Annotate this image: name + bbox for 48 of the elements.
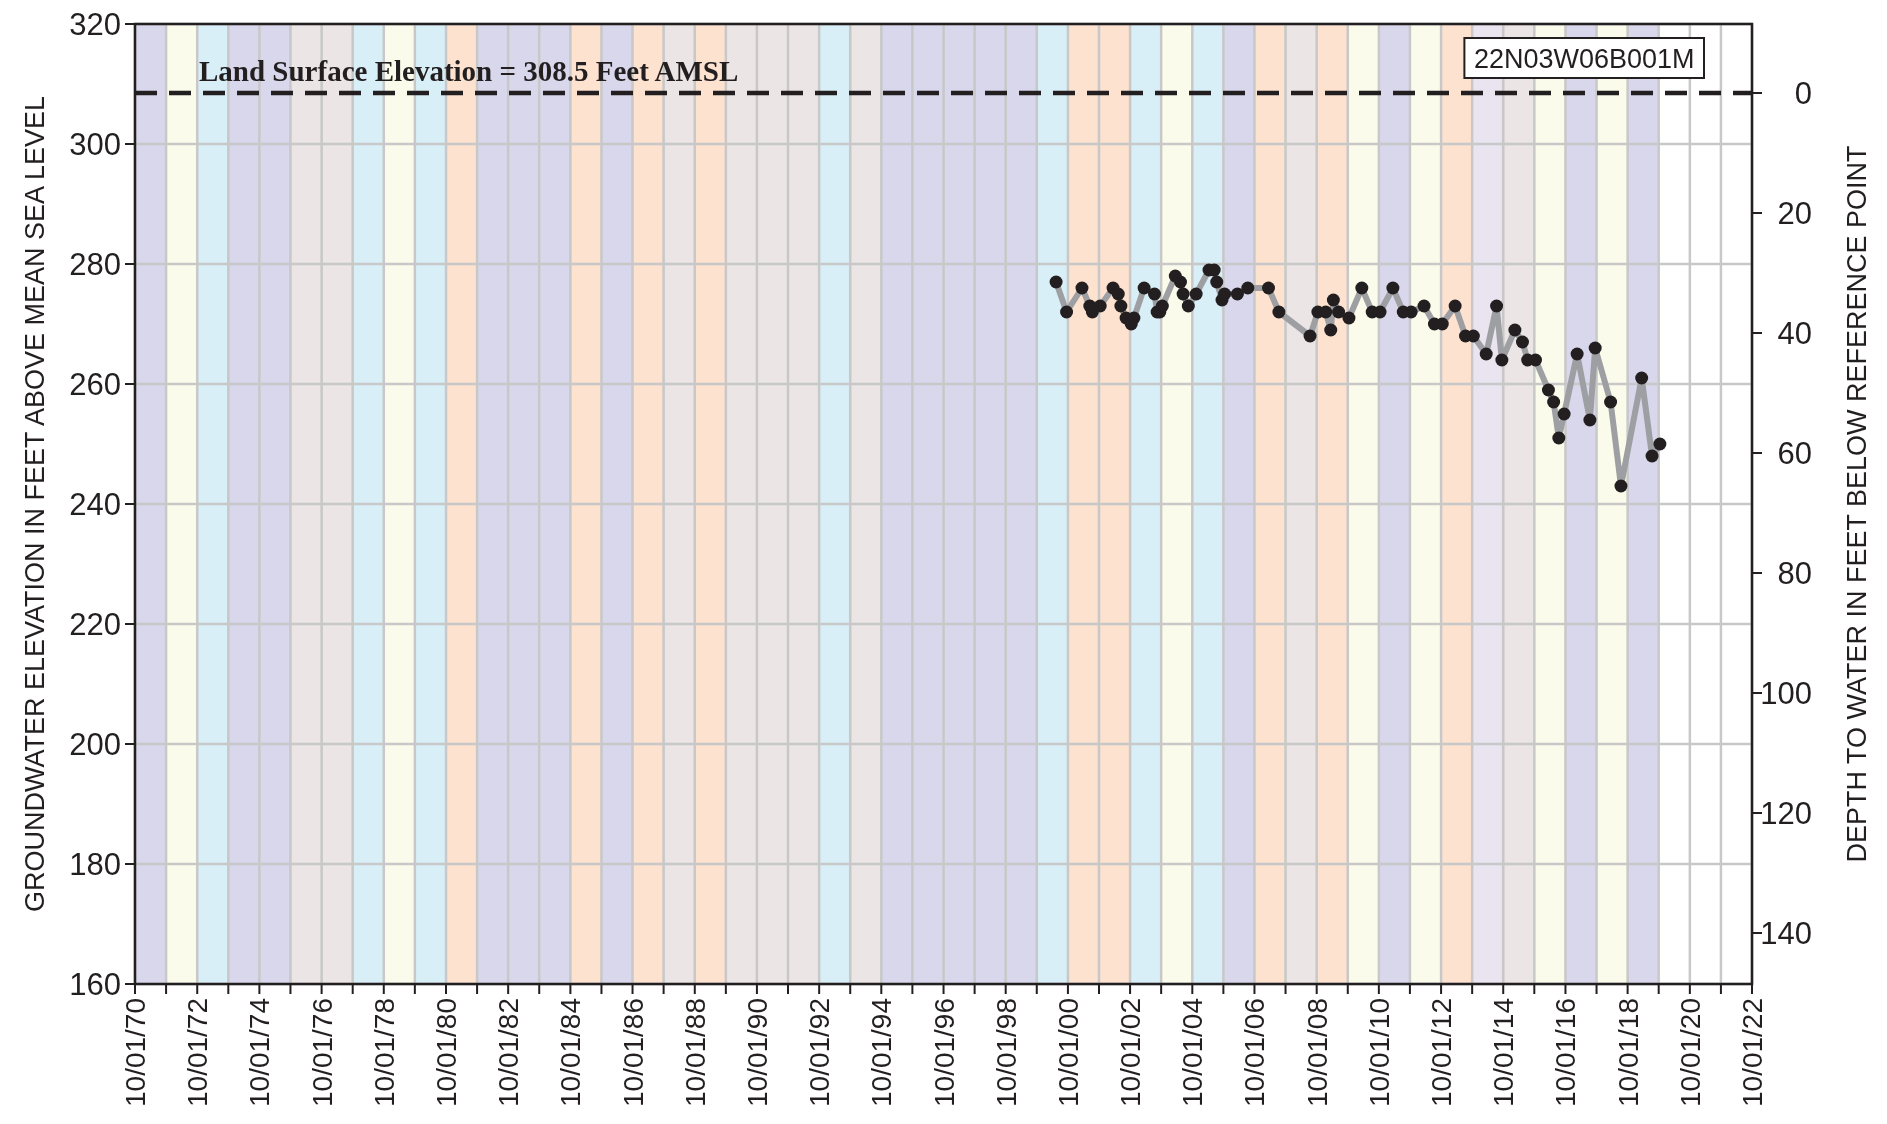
x-tick-label: 10/01/02 [1115,998,1147,1107]
x-tick-label: 10/01/90 [741,998,773,1107]
x-tick-label: 10/01/94 [866,998,898,1107]
y2-tick-label: 120 [1760,796,1812,831]
y2-tick-label: 60 [1777,436,1812,471]
x-tick-label: 10/01/76 [306,998,338,1107]
y2-tick-label: 100 [1760,676,1812,711]
ref-line-label: Land Surface Elevation = 308.5 Feet AMSL [199,55,739,87]
x-tick-label: 10/01/80 [431,998,462,1107]
y-tick-label: 220 [69,607,121,642]
y-tick-label: 160 [69,967,121,1002]
x-tick-label: 10/01/82 [493,998,525,1107]
y2-tick-label: 40 [1777,316,1812,351]
annotation: 22N03W06B001M [1473,44,1695,74]
y-tick-label: 260 [69,367,121,402]
x-tick-label: 10/01/88 [679,998,711,1107]
x-tick-label: 10/01/08 [1301,998,1333,1107]
y-tick-label: 180 [69,847,121,882]
x-tick-label: 10/01/72 [182,998,214,1107]
x-tick-label: 10/01/92 [804,998,836,1107]
y-tick-label: 200 [69,727,121,762]
x-tick-label: 10/01/10 [1363,998,1395,1107]
x-tick-label: 10/01/14 [1488,998,1520,1107]
y2-tick-label: 80 [1777,556,1812,591]
y-tick-label: 240 [69,487,121,522]
x-tick-label: 10/01/12 [1426,998,1458,1107]
x-tick-label: 10/01/78 [368,998,400,1107]
x-tick-label: 10/01/98 [990,998,1022,1107]
x-tick-label: 10/01/86 [617,998,649,1107]
x-tick-label: 10/01/06 [1239,998,1271,1107]
y-axis-title: GROUNDWATER ELEVATION IN FEET ABOVE MEAN SEA LEVEL [20,95,50,913]
y2-tick-label: 140 [1760,916,1812,951]
y2-axis-title: DEPTH TO WATER IN FEET BELOW REFERENCE POINT [1842,145,1872,863]
x-tick-label: 10/01/22 [1737,998,1768,1107]
x-tick-label: 10/01/04 [1177,998,1209,1107]
x-tick-label: 10/01/84 [555,998,587,1107]
y2-tick-label: 0 [1794,76,1812,111]
x-tick-label: 10/01/00 [1052,998,1084,1107]
y-tick-label: 320 [69,7,121,42]
y-tick-label: 280 [69,247,121,282]
x-tick-label: 10/01/70 [120,998,151,1107]
x-tick-label: 10/01/18 [1612,998,1644,1107]
y-tick-label: 300 [69,127,121,162]
y2-tick-label: 20 [1777,196,1812,231]
x-tick-label: 10/01/96 [928,998,960,1107]
x-tick-label: 10/01/16 [1550,998,1582,1107]
x-tick-label: 10/01/20 [1674,998,1706,1107]
x-tick-label: 10/01/74 [244,998,276,1107]
